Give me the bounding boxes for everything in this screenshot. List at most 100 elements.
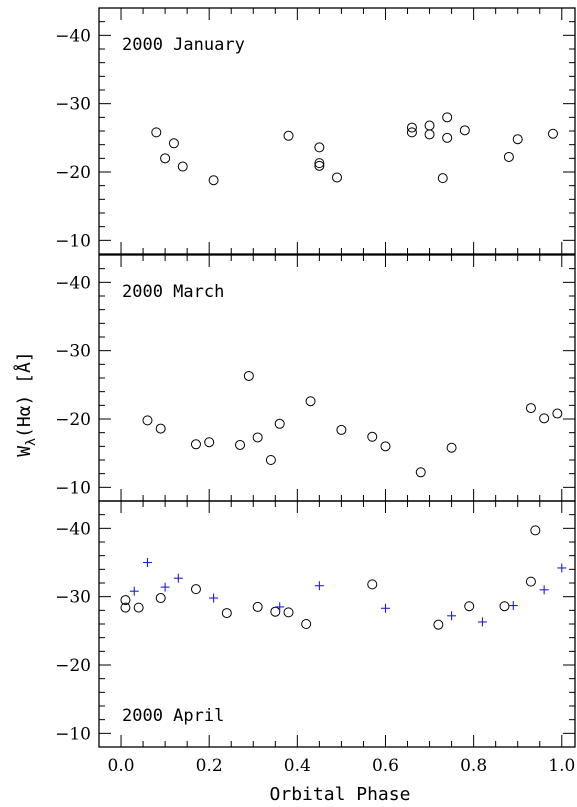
data-point-plus [477, 617, 487, 627]
data-point-circle [177, 161, 188, 172]
x-tick-label: 1.0 [548, 756, 575, 776]
data-point-circle [235, 439, 246, 450]
y-tick-label: −40 [55, 519, 91, 539]
data-point-plus [173, 573, 183, 583]
y-tick-label: −10 [55, 478, 91, 498]
data-point-circle [503, 151, 514, 162]
x-tick-label: 0.8 [460, 756, 487, 776]
data-point-circle [512, 134, 523, 145]
data-point-circle [442, 112, 453, 123]
data-point-circle [252, 601, 263, 612]
data-point-circle [406, 122, 417, 133]
data-point-plus [129, 586, 139, 596]
y-tick-label: −30 [55, 95, 91, 115]
data-point-circle [283, 607, 294, 618]
data-point-plus [275, 602, 285, 612]
panel-label-1: 2000 January [122, 35, 245, 55]
data-point-circle [424, 129, 435, 140]
y-tick-label: −20 [55, 656, 91, 676]
data-point-circle [168, 138, 179, 149]
x-axis-label: Orbital Phase [270, 784, 411, 805]
data-point-plus [160, 582, 170, 592]
data-point-circle [464, 601, 475, 612]
data-point-circle [525, 403, 536, 414]
y-tick-label: −10 [55, 231, 91, 251]
axis-ticks [99, 7, 575, 748]
panel-label-2: 2000 March [122, 282, 224, 302]
data-point-circle [252, 432, 263, 443]
y-axis-label-rest: (Hα) [Å] [13, 351, 35, 438]
data-marks [120, 112, 567, 630]
data-point-circle [336, 424, 347, 435]
data-point-circle [274, 418, 285, 429]
data-point-plus [508, 601, 518, 611]
data-point-circle [120, 602, 131, 613]
data-point-circle [265, 455, 276, 465]
data-point-plus [557, 563, 567, 573]
data-point-circle [367, 579, 378, 590]
data-point-circle [442, 132, 453, 143]
data-point-circle [314, 158, 325, 169]
data-point-circle [547, 128, 558, 139]
data-point-circle [301, 619, 312, 629]
tick-labels: −40 −30 −20 −10 −40 −30 −20 −10 −40 −30 −20 −10 0.0 0… [55, 26, 575, 776]
y-axis-label-subscript: λ [24, 438, 39, 446]
data-point-circle [283, 130, 294, 141]
data-point-circle [155, 423, 166, 434]
y-tick-label: −40 [55, 26, 91, 46]
data-point-circle [332, 172, 342, 183]
data-point-circle [437, 173, 448, 184]
x-tick-label: 0.4 [284, 756, 311, 776]
data-point-plus [447, 611, 457, 621]
data-point-circle [380, 441, 391, 452]
data-point-circle [208, 175, 219, 186]
data-point-circle [204, 437, 215, 448]
panel-labels: 2000 January 2000 March 2000 April [122, 35, 245, 726]
data-point-circle [151, 127, 162, 138]
data-point-circle [314, 160, 325, 171]
x-tick-label: 0.6 [372, 756, 399, 776]
data-point-circle [221, 608, 232, 619]
panel-frames [98, 7, 576, 748]
data-point-circle [367, 431, 378, 442]
data-point-plus [142, 558, 152, 567]
data-point-circle [539, 413, 550, 424]
data-point-plus [380, 603, 390, 613]
data-point-circle [305, 396, 316, 407]
data-point-circle [415, 467, 426, 478]
data-point-circle [120, 595, 131, 606]
y-axis-label-main: W [14, 446, 35, 457]
data-point-circle [243, 370, 254, 381]
data-point-circle [459, 125, 470, 136]
data-point-circle [160, 153, 171, 164]
y-tick-label: −10 [55, 724, 91, 744]
y-tick-label: −30 [55, 588, 91, 608]
y-tick-label: −30 [55, 342, 91, 362]
data-point-circle [433, 619, 444, 630]
data-point-circle [314, 142, 325, 153]
data-point-circle [133, 602, 144, 613]
data-point-circle [190, 584, 201, 595]
data-point-circle [155, 593, 166, 604]
y-tick-label: −20 [55, 410, 91, 430]
data-point-circle [190, 439, 201, 450]
y-tick-label: −20 [55, 163, 91, 183]
data-point-circle [525, 576, 536, 587]
data-point-circle [530, 525, 541, 536]
data-point-circle [142, 415, 153, 426]
panel-label-3: 2000 April [122, 706, 224, 726]
x-tick-label: 0.2 [196, 756, 223, 776]
data-point-circle [446, 442, 457, 453]
y-tick-label: −40 [55, 273, 91, 293]
data-point-circle [406, 127, 417, 138]
data-point-plus [314, 581, 324, 591]
data-point-plus [209, 593, 219, 603]
data-point-circle [424, 120, 435, 131]
data-point-circle [270, 606, 281, 617]
data-point-circle [499, 601, 510, 612]
x-tick-label: 0.0 [108, 756, 135, 776]
data-point-plus [539, 585, 549, 595]
y-axis-label: Wλ(Hα) [Å] [13, 351, 39, 456]
data-point-circle [552, 408, 563, 419]
